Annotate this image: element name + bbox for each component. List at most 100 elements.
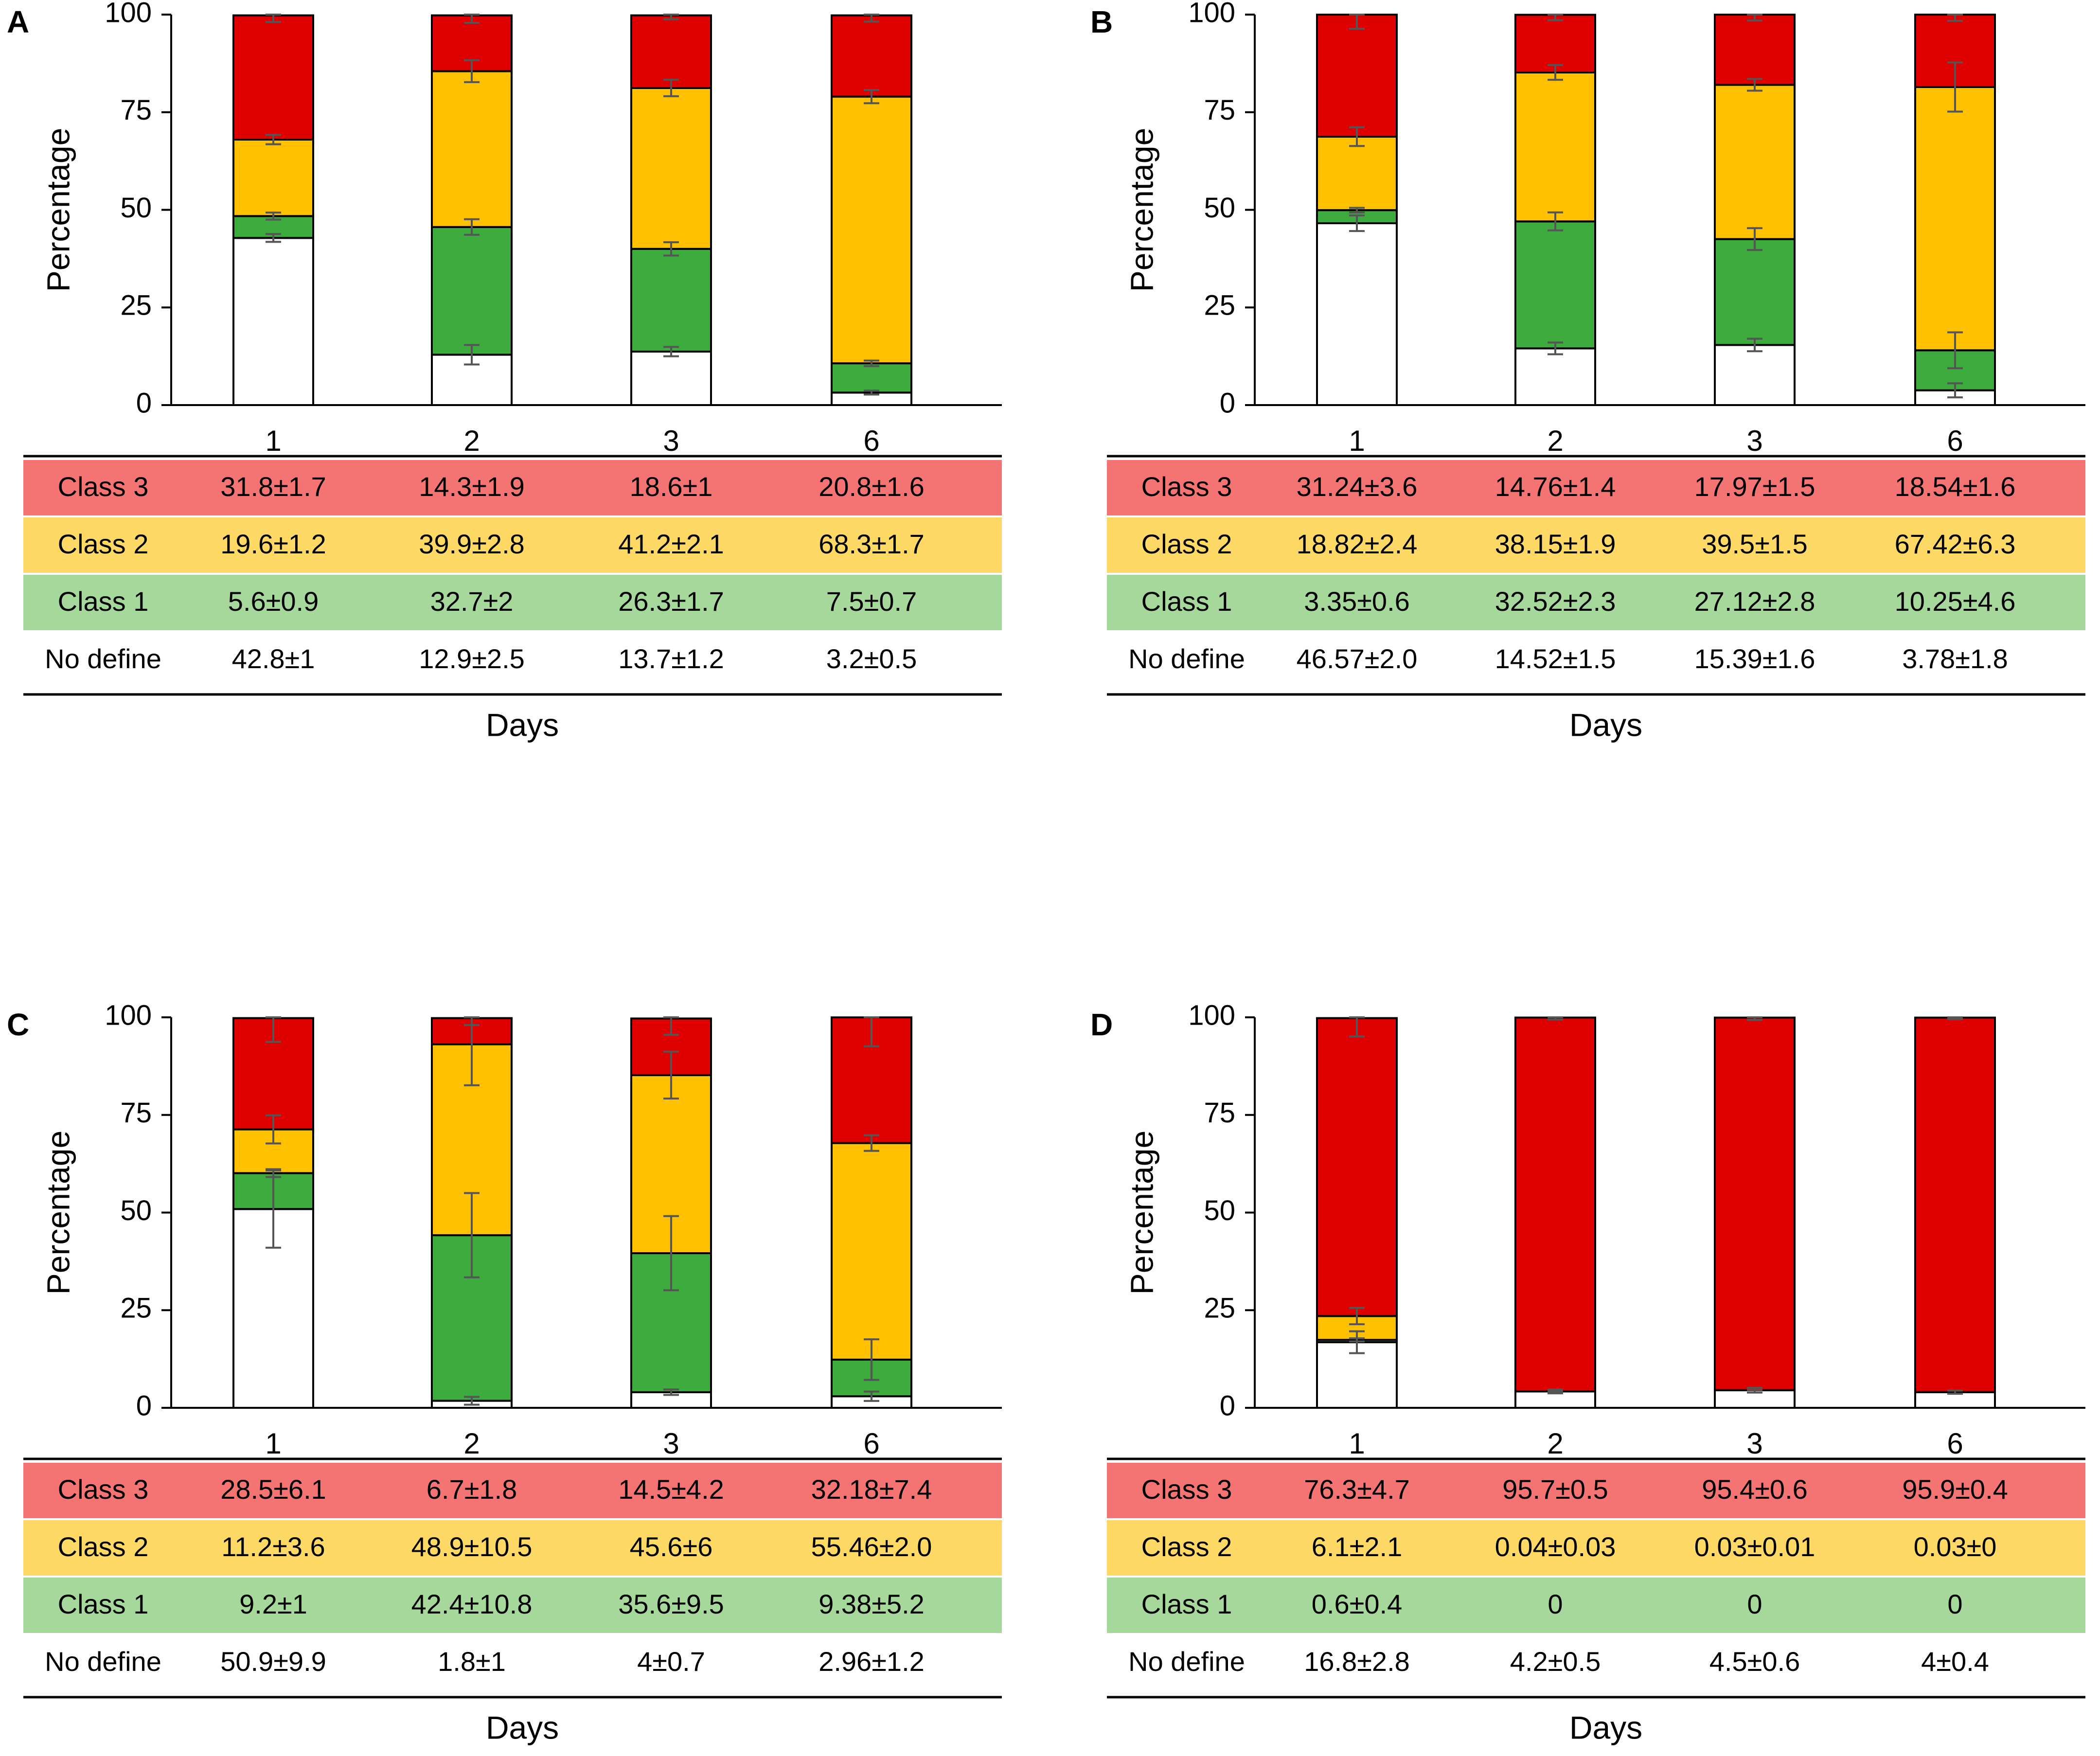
table-cell: 26.3±1.7 xyxy=(618,586,724,617)
panel-B: B Percentage 0 25 50 75 100 1 2 3 6 Class 3 31.24±3.… xyxy=(1090,0,2085,743)
table-cell: 42.8±1 xyxy=(232,643,315,674)
bar-no-define xyxy=(630,350,712,407)
table-cell: 31.24±3.6 xyxy=(1297,471,1418,502)
x-tick-label: 2 xyxy=(463,1427,480,1460)
table-row-label: Class 1 xyxy=(1141,586,1232,617)
y-tick-label: 50 xyxy=(120,192,152,224)
table-cell: 7.5±0.7 xyxy=(826,586,917,617)
y-tick-label: 100 xyxy=(1188,0,1235,28)
table-cell: 17.97±1.5 xyxy=(1694,471,1815,502)
table-cell: 4.2±0.5 xyxy=(1510,1646,1601,1677)
bar-class-1 xyxy=(1514,220,1596,350)
table-row-label: No define xyxy=(1128,643,1245,674)
y-axis-label: Percentage xyxy=(40,1131,76,1295)
bar-no-define xyxy=(1316,222,1398,406)
bar-class-2 xyxy=(431,70,513,228)
bar-class-3 xyxy=(232,14,314,141)
table-cell: 42.4±10.8 xyxy=(411,1589,533,1619)
table-cell: 18.54±1.6 xyxy=(1895,471,2016,502)
bar-class-3 xyxy=(1714,1016,1796,1391)
table-cell: 1.8±1 xyxy=(438,1646,506,1677)
table-row-label: No define xyxy=(45,643,161,674)
table-cell: 0 xyxy=(1947,1589,1962,1619)
bar-class-3 xyxy=(831,14,912,98)
table-row-label: Class 2 xyxy=(58,1531,149,1562)
table-row-label: Class 3 xyxy=(58,1474,149,1505)
table-cell: 9.2±1 xyxy=(239,1589,307,1619)
table-row-class-1 xyxy=(23,575,1002,630)
y-tick-label: 100 xyxy=(105,0,152,28)
bar-no-define xyxy=(1514,347,1596,407)
x-tick-label: 6 xyxy=(863,425,879,457)
table-row-class-3 xyxy=(23,460,1002,515)
table-cell: 32.52±2.3 xyxy=(1495,586,1616,617)
x-axis-label: Days xyxy=(1569,1709,1642,1745)
table-cell: 0.03±0.01 xyxy=(1694,1531,1815,1562)
bar-class-3 xyxy=(1914,1016,1996,1393)
table-row-class-2 xyxy=(1107,1520,2085,1576)
panel-label: B xyxy=(1090,4,1113,39)
bar-class-1 xyxy=(1714,238,1796,346)
bar-no-define xyxy=(232,237,314,406)
table-row-label: Class 2 xyxy=(58,529,149,559)
table-cell: 4±0.4 xyxy=(1921,1646,1989,1677)
x-tick-label: 3 xyxy=(663,425,679,457)
table-cell: 35.6±9.5 xyxy=(618,1589,724,1619)
y-axis-label: Percentage xyxy=(1123,128,1159,292)
x-tick-label: 3 xyxy=(1746,425,1762,457)
table-row-label: Class 1 xyxy=(58,586,149,617)
x-tick-label: 6 xyxy=(1947,425,1963,457)
y-tick-label: 0 xyxy=(136,387,152,419)
bar-class-2 xyxy=(831,1142,912,1361)
x-tick-label: 1 xyxy=(265,425,281,457)
panel-C: C Percentage 0 25 50 75 100 1 2 3 6 Class 3 28.5±6.1… xyxy=(7,999,1002,1745)
table-cell: 55.46±2.0 xyxy=(811,1531,932,1562)
bar-class-2 xyxy=(1316,136,1398,212)
table-cell: 28.5±6.1 xyxy=(220,1474,326,1505)
table-row-class-2 xyxy=(23,517,1002,573)
bar-no-define xyxy=(1714,344,1796,406)
table-cell: 31.8±1.7 xyxy=(220,471,326,502)
x-tick-label: 6 xyxy=(863,1427,879,1460)
panel-A: A Percentage 0 25 50 75 100 1 2 3 6 Class 3 31.8±1.7… xyxy=(7,0,1002,743)
table-row-label: Class 1 xyxy=(1141,1589,1232,1619)
table-row-class-2 xyxy=(1107,517,2085,573)
x-axis-label: Days xyxy=(486,707,559,743)
table-row-label: No define xyxy=(45,1646,161,1677)
table-row-class-3 xyxy=(1107,1463,2085,1518)
table-row-class-1 xyxy=(1107,1578,2085,1633)
y-tick-label: 0 xyxy=(1220,1390,1235,1421)
panel-D: D Percentage 0 25 50 75 100 1 2 3 6 Class 3 76.3±4.7… xyxy=(1090,999,2085,1745)
table-row-label: Class 3 xyxy=(58,471,149,502)
table-cell: 0 xyxy=(1747,1589,1762,1619)
table-cell: 68.3±1.7 xyxy=(819,529,925,559)
x-tick-label: 1 xyxy=(265,1427,281,1460)
table-cell: 16.8±2.8 xyxy=(1304,1646,1410,1677)
table-cell: 3.78±1.8 xyxy=(1902,643,2008,674)
table-cell: 14.5±4.2 xyxy=(618,1474,724,1505)
table-cell: 20.8±1.6 xyxy=(819,471,925,502)
y-tick-label: 75 xyxy=(1204,1097,1235,1129)
table-cell: 5.6±0.9 xyxy=(228,586,319,617)
x-axis-label: Days xyxy=(1569,707,1642,743)
table-row-label: Class 3 xyxy=(1141,471,1232,502)
y-tick-label: 25 xyxy=(1204,1293,1235,1324)
panel-label: D xyxy=(1090,1007,1113,1042)
y-tick-label: 25 xyxy=(120,1293,152,1324)
table-cell: 11.2±3.6 xyxy=(221,1531,325,1562)
table-cell: 0 xyxy=(1548,1589,1563,1619)
table-cell: 14.3±1.9 xyxy=(419,471,525,502)
table-cell: 39.5±1.5 xyxy=(1702,529,1808,559)
y-tick-label: 50 xyxy=(120,1195,152,1226)
bar-no-define xyxy=(1914,1391,1996,1409)
panel-label: A xyxy=(7,4,29,39)
bar-class-3 xyxy=(630,14,712,89)
bar-class-3 xyxy=(1514,1016,1596,1392)
bar-class-2 xyxy=(630,87,712,250)
table-cell: 0.03±0 xyxy=(1914,1531,1997,1562)
table-row-class-3 xyxy=(23,1463,1002,1518)
bar-class-1 xyxy=(630,248,712,353)
table-cell: 13.7±1.2 xyxy=(618,643,724,674)
table-cell: 14.76±1.4 xyxy=(1495,471,1616,502)
